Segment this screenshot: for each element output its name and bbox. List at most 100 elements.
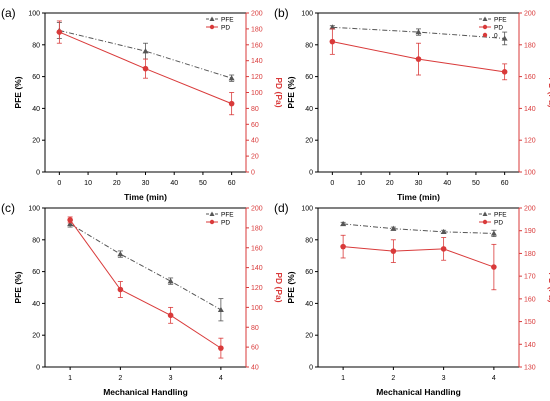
- legend-pd-marker: [209, 219, 215, 225]
- y2-tick-label: 200: [251, 206, 263, 213]
- y-tick-label: 20: [32, 333, 40, 340]
- x-tick-label: 40: [443, 180, 451, 187]
- x-axis-label: Mechanical Handling: [103, 387, 188, 397]
- y-tick-label: 80: [32, 42, 40, 49]
- pd-point: [167, 312, 174, 319]
- y-tick-label: 100: [28, 11, 40, 18]
- x-tick-label: 4: [492, 375, 496, 382]
- y2-tick-label: 200: [251, 11, 263, 18]
- y-tick-label: 0: [36, 365, 40, 372]
- pfe-series-line: [332, 26, 505, 39]
- pfe-point: [490, 230, 497, 236]
- x-axis-label: Time (min): [124, 192, 167, 202]
- y2-tick-label: 180: [524, 251, 536, 258]
- y2-tick-label: 60: [251, 345, 259, 352]
- pfe-point: [340, 220, 347, 227]
- legend-pd-label: PD: [494, 25, 503, 32]
- y2-axis-label: PD (Pa): [547, 77, 550, 107]
- pfe-point: [117, 251, 124, 257]
- y-tick-label: 0: [309, 170, 313, 177]
- y2-tick-label: 170: [524, 274, 536, 281]
- pd-point: [440, 246, 447, 252]
- pd-series-line: [343, 246, 495, 268]
- x-tick-label: 20: [113, 180, 121, 187]
- legend-pd-label: PD: [494, 220, 503, 227]
- y2-tick-label: 40: [251, 365, 259, 372]
- y2-tick-label: 80: [251, 106, 259, 113]
- pfe-point: [390, 225, 397, 231]
- y2-tick-label: 140: [251, 58, 263, 65]
- y2-tick-label: 160: [524, 74, 536, 81]
- panel-label: (a): [1, 6, 16, 20]
- x-tick-label: 3: [442, 375, 446, 382]
- y2-tick-label: 120: [251, 285, 263, 292]
- y2-tick-label: 40: [251, 138, 259, 145]
- pd-series-line: [69, 219, 222, 349]
- x-tick-label: 2: [391, 375, 395, 382]
- x-tick-label: 40: [170, 180, 178, 187]
- x-tick-label: 10: [84, 180, 92, 187]
- y-tick-label: 60: [32, 269, 40, 276]
- legend-extra-label: 0: [494, 33, 498, 40]
- pfe-point: [415, 29, 422, 35]
- y-tick-label: 0: [36, 170, 40, 177]
- pd-point: [56, 29, 63, 35]
- y2-axis-label: PD (Pa): [274, 272, 284, 302]
- pfe-point: [329, 24, 336, 30]
- y2-tick-label: 130: [524, 365, 536, 372]
- pd-point: [117, 286, 124, 293]
- pfe-point: [67, 220, 74, 227]
- chart-panel: (d)1 2 3 4020406080100130140150160170180190…: [274, 201, 550, 397]
- y-tick-label: 40: [32, 106, 40, 113]
- y2-tick-label: 140: [524, 342, 536, 349]
- pfe-point: [167, 278, 174, 284]
- y2-tick-label: 160: [524, 296, 536, 303]
- y2-tick-label: 20: [251, 154, 259, 161]
- y2-tick-label: 160: [251, 42, 263, 49]
- y2-tick-label: 100: [251, 90, 263, 97]
- legend-pfe-marker: [482, 211, 488, 216]
- legend-pfe-marker: [482, 16, 488, 21]
- pfe-point: [501, 35, 508, 41]
- legend-pfe-label: PFE: [221, 212, 234, 219]
- y2-tick-label: 100: [524, 170, 536, 177]
- x-tick-label: 0: [57, 180, 61, 187]
- legend-pfe-label: PFE: [221, 17, 234, 24]
- x-axis-label: Mechanical Handling: [376, 387, 461, 397]
- y2-tick-label: 120: [524, 138, 536, 145]
- pd-point: [228, 100, 235, 107]
- legend-extra-marker: [482, 32, 488, 38]
- y2-tick-label: 0: [251, 170, 255, 177]
- x-tick-label: 10: [357, 180, 365, 187]
- x-tick-label: 50: [199, 180, 207, 187]
- pfe-point: [217, 306, 224, 312]
- x-tick-label: 2: [118, 375, 122, 382]
- y-tick-label: 80: [305, 237, 313, 244]
- x-tick-label: 3: [169, 375, 173, 382]
- y2-tick-label: 140: [524, 106, 536, 113]
- x-tick-label: 0: [330, 180, 334, 187]
- y-axis-label: PFE (%): [286, 271, 296, 303]
- y2-tick-label: 150: [524, 319, 536, 326]
- legend-pfe-label: PFE: [494, 17, 507, 24]
- y-tick-label: 60: [305, 74, 313, 81]
- pd-point: [491, 264, 497, 270]
- chart-panel: (c)1 2 3 4020406080100406080100120140160180…: [1, 201, 284, 397]
- pd-point: [142, 65, 149, 72]
- panel-label: (d): [274, 201, 289, 215]
- pd-point: [340, 243, 346, 250]
- y-tick-label: 0: [309, 365, 313, 372]
- pd-point: [501, 69, 508, 75]
- chart-panel: (a) 0 10 20 30 40 50 60 0 20 40 60 80 100 0 20 40 60 80 100…: [1, 6, 284, 202]
- x-tick-label: 20: [386, 180, 394, 187]
- y-tick-label: 40: [305, 106, 313, 113]
- y-tick-label: 20: [305, 138, 313, 145]
- y2-axis-label: PD (Pa): [274, 77, 284, 107]
- pd-point: [329, 38, 336, 45]
- panel-label: (c): [1, 201, 15, 215]
- pd-point: [415, 56, 422, 62]
- x-tick-label: 1: [341, 375, 345, 382]
- legend-pfe-marker: [209, 211, 215, 216]
- y-tick-label: 40: [305, 301, 313, 308]
- y-tick-label: 20: [32, 138, 40, 145]
